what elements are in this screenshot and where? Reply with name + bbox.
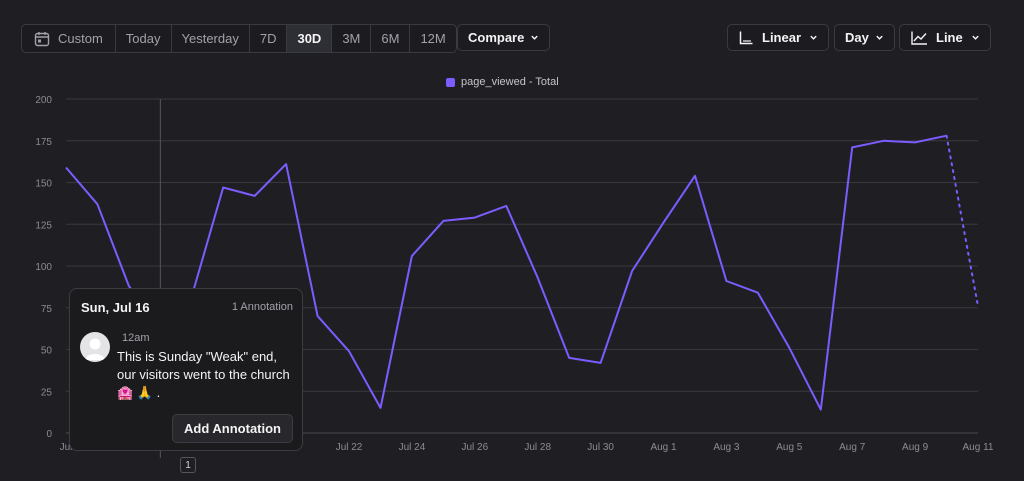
x-tick-label: Aug 1 [650,442,677,453]
y-tick-label: 200 [35,95,52,106]
annotation-time: 12am [122,332,150,344]
date-range-selector: Custom Today Yesterday 7D 30D 3M 6M 12M [21,24,457,53]
avatar [80,332,110,362]
x-tick-label: Aug 5 [776,442,803,453]
x-tick-label: Aug 11 [963,442,994,453]
chart-type-label: Line [936,30,963,45]
range-3m[interactable]: 3M [332,25,372,52]
calendar-icon [34,31,50,46]
chart-legend[interactable]: page_viewed - Total [446,76,559,88]
range-6m[interactable]: 6M [371,25,411,52]
x-tick-label: Jul 28 [524,442,551,453]
annotation-tooltip: Sun, Jul 16 1 Annotation 12am This is Su… [69,288,303,451]
add-annotation-button[interactable]: Add Annotation [172,414,293,443]
annotation-count: 1 Annotation [231,301,293,313]
custom-range-label: Custom [58,31,103,46]
chevron-down-icon [972,35,979,40]
annotation-text: This is Sunday "Weak" end, our visitors … [117,349,290,400]
series-line [65,134,947,411]
y-tick-label: 125 [35,220,52,231]
axis-icon [739,31,753,44]
annotation-marker[interactable]: 1 [180,457,196,473]
toolbar: Custom Today Yesterday 7D 30D 3M 6M 12M … [21,24,991,53]
range-12m[interactable]: 12M [420,31,446,46]
user-icon [85,338,105,360]
chevron-down-icon [876,35,883,40]
x-tick-label: Jul 22 [336,442,363,453]
y-tick-label: 150 [35,179,52,190]
x-tick-label: Jul 30 [587,442,614,453]
custom-range-button[interactable]: Custom [22,25,116,52]
x-tick-label: Aug 3 [713,442,740,453]
x-tick-label: Jul 26 [461,442,488,453]
y-tick-label: 0 [46,429,52,440]
chevron-down-icon [810,35,817,40]
chevron-down-icon [531,35,539,40]
chart-type-dropdown[interactable]: Line [899,24,991,51]
range-yesterday[interactable]: Yesterday [172,25,250,52]
x-tick-label: Aug 9 [902,442,929,453]
range-7d[interactable]: 7D [250,25,288,52]
interval-dropdown[interactable]: Day [834,24,895,51]
line-chart-icon [911,31,927,45]
series-line-incomplete [945,134,979,308]
range-today[interactable]: Today [116,25,172,52]
compare-label: Compare [468,30,525,45]
y-tick-label: 100 [35,262,52,273]
y-tick-label: 175 [35,137,52,148]
interval-label: Day [845,30,869,45]
legend-swatch [446,77,455,87]
x-tick-label: Aug 7 [839,442,866,453]
y-tick-label: 50 [41,346,53,357]
x-tick-label: Jul 24 [399,442,426,453]
y-tick-label: 25 [41,387,53,398]
legend-label: page_viewed - Total [461,76,559,88]
compare-button[interactable]: Compare [457,24,551,51]
y-tick-label: 75 [41,304,53,315]
tooltip-date: Sun, Jul 16 [81,300,150,315]
scale-label: Linear [762,30,802,45]
scale-dropdown[interactable]: Linear [727,24,830,51]
range-30d[interactable]: 30D [287,25,333,52]
x-tick-label: Jul [60,442,73,453]
